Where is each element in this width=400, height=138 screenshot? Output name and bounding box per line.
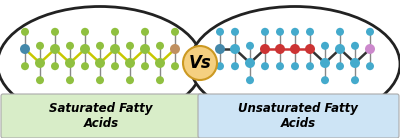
FancyBboxPatch shape (1, 94, 202, 138)
Circle shape (156, 76, 164, 84)
Circle shape (351, 76, 359, 84)
Circle shape (366, 62, 374, 70)
Circle shape (126, 76, 134, 84)
Circle shape (290, 44, 300, 54)
Circle shape (260, 44, 270, 54)
Circle shape (21, 28, 29, 36)
Circle shape (245, 58, 255, 68)
Ellipse shape (0, 6, 202, 121)
Circle shape (291, 28, 299, 36)
Circle shape (141, 28, 149, 36)
Circle shape (276, 28, 284, 36)
Circle shape (183, 46, 217, 80)
Circle shape (276, 62, 284, 70)
Circle shape (215, 44, 225, 54)
Text: Unsaturated Fatty
Acids: Unsaturated Fatty Acids (238, 102, 358, 130)
Circle shape (306, 28, 314, 36)
Text: Vs: Vs (189, 54, 211, 72)
Circle shape (321, 76, 329, 84)
Circle shape (351, 42, 359, 50)
Circle shape (81, 62, 89, 70)
Circle shape (246, 42, 254, 50)
Circle shape (306, 62, 314, 70)
Circle shape (366, 28, 374, 36)
Circle shape (216, 62, 224, 70)
Circle shape (65, 58, 75, 68)
Circle shape (35, 58, 45, 68)
Circle shape (50, 44, 60, 54)
Circle shape (335, 44, 345, 54)
Circle shape (171, 28, 179, 36)
Ellipse shape (190, 6, 400, 121)
Circle shape (20, 44, 30, 54)
Circle shape (321, 42, 329, 50)
Circle shape (365, 44, 375, 54)
Circle shape (261, 28, 269, 36)
Circle shape (156, 42, 164, 50)
Circle shape (230, 44, 240, 54)
Circle shape (96, 42, 104, 50)
Circle shape (51, 62, 59, 70)
Circle shape (350, 58, 360, 68)
Circle shape (111, 28, 119, 36)
FancyBboxPatch shape (198, 94, 399, 138)
Circle shape (66, 42, 74, 50)
Circle shape (170, 44, 180, 54)
Circle shape (125, 58, 135, 68)
Circle shape (275, 44, 285, 54)
Circle shape (246, 76, 254, 84)
Circle shape (111, 62, 119, 70)
Circle shape (155, 58, 165, 68)
Circle shape (336, 28, 344, 36)
Circle shape (81, 28, 89, 36)
Circle shape (126, 42, 134, 50)
Circle shape (305, 44, 315, 54)
Circle shape (36, 42, 44, 50)
Circle shape (21, 62, 29, 70)
Circle shape (140, 44, 150, 54)
Circle shape (171, 62, 179, 70)
Circle shape (231, 28, 239, 36)
Circle shape (96, 76, 104, 84)
Circle shape (141, 62, 149, 70)
Circle shape (216, 28, 224, 36)
Circle shape (231, 62, 239, 70)
Circle shape (80, 44, 90, 54)
Circle shape (110, 44, 120, 54)
Circle shape (51, 28, 59, 36)
Circle shape (95, 58, 105, 68)
Circle shape (36, 76, 44, 84)
Circle shape (320, 58, 330, 68)
Circle shape (336, 62, 344, 70)
Text: Saturated Fatty
Acids: Saturated Fatty Acids (49, 102, 153, 130)
Circle shape (261, 62, 269, 70)
Circle shape (66, 76, 74, 84)
Circle shape (291, 62, 299, 70)
